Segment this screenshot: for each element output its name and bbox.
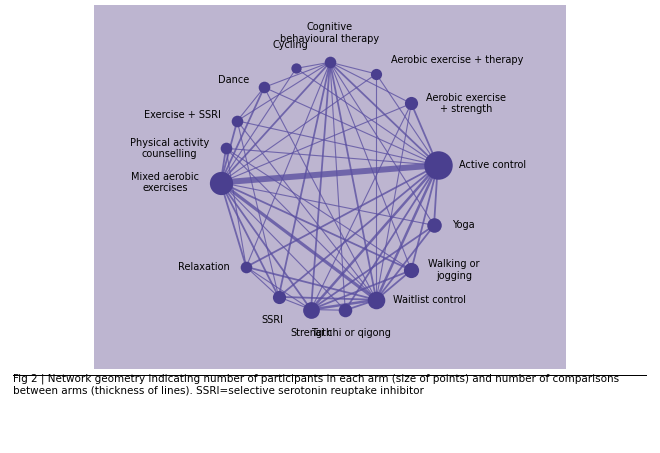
Point	[291, 65, 302, 72]
Text: Dance: Dance	[218, 75, 249, 85]
Text: Mixed aerobic
exercises: Mixed aerobic exercises	[131, 172, 199, 193]
Text: SSRI: SSRI	[261, 315, 284, 325]
Point	[340, 307, 350, 314]
Text: Fig 2 | Network geometry indicating number of participants in each arm (size of : Fig 2 | Network geometry indicating numb…	[13, 374, 619, 396]
Point	[406, 267, 416, 274]
Text: Cycling: Cycling	[272, 40, 308, 50]
Point	[259, 84, 269, 91]
Point	[325, 58, 335, 66]
Point	[220, 145, 231, 152]
Point	[215, 179, 226, 186]
Point	[371, 296, 381, 304]
Point	[432, 162, 443, 169]
Text: Active control: Active control	[459, 160, 526, 170]
Text: Exercise + SSRI: Exercise + SSRI	[144, 110, 220, 120]
Text: Waitlist control: Waitlist control	[393, 295, 466, 305]
Point	[241, 263, 251, 270]
Text: Yoga: Yoga	[452, 220, 475, 231]
Text: Physical activity
counselling: Physical activity counselling	[130, 138, 209, 159]
Text: Cognitive
behavioural therapy: Cognitive behavioural therapy	[280, 23, 380, 44]
Point	[406, 100, 416, 107]
Point	[273, 293, 284, 300]
Text: Walking or
jogging: Walking or jogging	[428, 260, 480, 281]
Point	[371, 70, 381, 77]
FancyBboxPatch shape	[92, 1, 568, 372]
Text: Relaxation: Relaxation	[178, 262, 230, 272]
Point	[232, 117, 242, 125]
Text: Strength: Strength	[290, 328, 332, 338]
Text: Aerobic exercise + therapy: Aerobic exercise + therapy	[391, 55, 524, 65]
Point	[306, 306, 316, 313]
Point	[429, 222, 440, 229]
Text: Aerobic exercise
+ strength: Aerobic exercise + strength	[426, 93, 506, 114]
Text: Tai chi or qigong: Tai chi or qigong	[312, 328, 391, 338]
